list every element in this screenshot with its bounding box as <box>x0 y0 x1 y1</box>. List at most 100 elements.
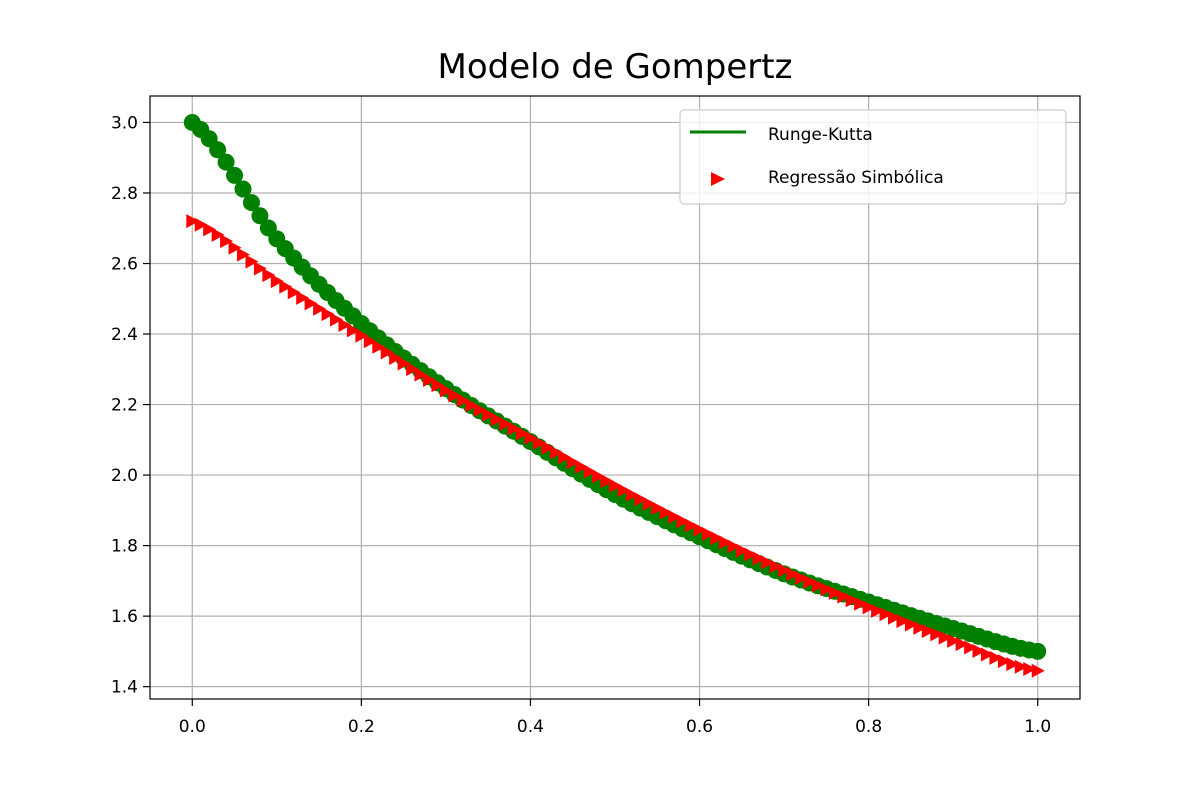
regressao-simbolica-point <box>330 312 343 327</box>
regressao-simbolica-point <box>228 240 242 255</box>
regressao-simbolica-point <box>659 505 673 520</box>
regressao-simbolica-point <box>414 367 428 382</box>
regressao-simbolica-point <box>439 383 453 398</box>
regressao-simbolica-point <box>363 334 377 349</box>
regressao-simbolica-point <box>913 620 927 635</box>
regressao-simbolica-point <box>828 585 842 600</box>
regressao-simbolica-point <box>262 268 276 283</box>
regressao-simbolica-point <box>186 214 200 229</box>
regressao-simbolica-point <box>862 600 876 615</box>
regressao-simbolica-point <box>346 323 360 338</box>
regressao-simbolica-point <box>837 589 851 604</box>
series-regressao-simbolica <box>186 214 1045 678</box>
regressao-simbolica-point <box>338 317 352 332</box>
regressao-simbolica-point <box>820 582 834 597</box>
regressao-simbolica-point <box>211 227 225 242</box>
regressao-simbolica-point <box>558 450 572 465</box>
regressao-simbolica-point <box>972 644 986 659</box>
regressao-simbolica-point <box>575 459 589 474</box>
x-tick-label: 0.0 <box>179 717 206 737</box>
legend-marker-regressao <box>711 172 725 186</box>
regressao-simbolica-point <box>854 596 868 611</box>
y-tick-label: 2.2 <box>111 396 138 416</box>
regressao-simbolica-point <box>888 610 901 625</box>
regressao-simbolica-point <box>778 563 792 578</box>
chart-title: Modelo de Gompertz <box>438 47 793 87</box>
regressao-simbolica-point <box>465 398 479 413</box>
legend-label-runge-kutta: Runge-Kutta <box>768 125 873 145</box>
regressao-simbolica-point <box>938 630 952 645</box>
regressao-simbolica-point <box>220 234 234 249</box>
regressao-simbolica-point <box>710 531 724 546</box>
regressao-simbolica-point <box>947 633 961 648</box>
regressao-simbolica-point <box>583 464 597 479</box>
y-tick-label: 3.0 <box>111 113 138 133</box>
regressao-simbolica-point <box>904 617 918 632</box>
x-tick-label: 0.2 <box>348 717 375 737</box>
runge-kutta-point <box>242 194 260 212</box>
regressao-simbolica-point <box>786 567 800 582</box>
y-tick-label: 2.8 <box>111 184 138 204</box>
plot-area <box>183 113 1047 678</box>
regressao-simbolica-point <box>871 603 885 618</box>
regressao-simbolica-point <box>245 254 259 269</box>
regressao-simbolica-point <box>296 290 310 305</box>
regressao-simbolica-point <box>355 328 369 343</box>
runge-kutta-point <box>251 207 269 225</box>
regressao-simbolica-point <box>676 514 690 529</box>
regressao-simbolica-point <box>380 345 394 360</box>
y-axis: 1.4 1.6 1.8 2.0 2.2 2.4 2.6 2.8 3.0 <box>111 113 150 698</box>
regressao-simbolica-point <box>811 578 825 593</box>
regressao-simbolica-point <box>685 518 699 533</box>
y-tick-label: 2.4 <box>111 325 138 345</box>
runge-kutta-point <box>209 141 227 159</box>
regressao-simbolica-point <box>795 570 808 585</box>
regressao-simbolica-point <box>718 535 732 550</box>
regressao-simbolica-point <box>549 445 563 460</box>
y-tick-label: 1.6 <box>111 607 138 627</box>
x-tick-label: 1.0 <box>1024 717 1051 737</box>
y-tick-label: 2.0 <box>111 466 138 486</box>
regressao-simbolica-point <box>727 539 741 554</box>
regressao-simbolica-point <box>769 559 783 574</box>
regressao-simbolica-point <box>651 501 665 516</box>
regressao-simbolica-point <box>879 607 893 622</box>
regressao-simbolica-point <box>642 496 656 511</box>
regressao-simbolica-point <box>617 483 631 498</box>
regressao-simbolica-point <box>930 627 944 642</box>
regressao-simbolica-point <box>955 637 969 652</box>
regressao-simbolica-point <box>761 555 775 570</box>
regressao-simbolica-point <box>541 440 555 455</box>
regressao-simbolica-point <box>490 412 504 427</box>
regressao-simbolica-point <box>431 378 445 393</box>
axes-frame <box>149 95 1081 700</box>
regressao-simbolica-point <box>981 647 994 662</box>
regressao-simbolica-point <box>270 274 284 289</box>
regressao-simbolica-point <box>1023 662 1037 677</box>
regressao-simbolica-point <box>1014 659 1028 674</box>
runge-kutta-point <box>226 166 244 184</box>
regressao-simbolica-point <box>473 402 487 417</box>
regressao-simbolica-point <box>668 509 682 524</box>
runge-kutta-point <box>217 153 235 171</box>
regressao-simbolica-point <box>1006 657 1020 672</box>
regressao-simbolica-point <box>423 372 436 387</box>
regressao-simbolica-point <box>845 593 859 608</box>
runge-kutta-point <box>1029 642 1047 660</box>
regressao-simbolica-point <box>279 279 293 294</box>
x-axis: 0.0 0.2 0.4 0.6 0.8 1.0 <box>179 699 1051 737</box>
regressao-simbolica-point <box>203 222 217 237</box>
regressao-simbolica-point <box>313 301 327 316</box>
y-tick-label: 1.8 <box>111 537 138 557</box>
regressao-simbolica-point <box>507 421 521 436</box>
y-tick-label: 2.6 <box>111 255 138 275</box>
regressao-simbolica-point <box>194 217 208 232</box>
regressao-simbolica-point <box>321 307 335 322</box>
regressao-simbolica-point <box>625 487 639 502</box>
regressao-simbolica-point <box>253 261 267 276</box>
regressao-simbolica-point <box>744 547 758 562</box>
regressao-simbolica-point <box>499 416 513 431</box>
regressao-simbolica-point <box>524 431 538 446</box>
regressao-simbolica-point <box>456 393 470 408</box>
